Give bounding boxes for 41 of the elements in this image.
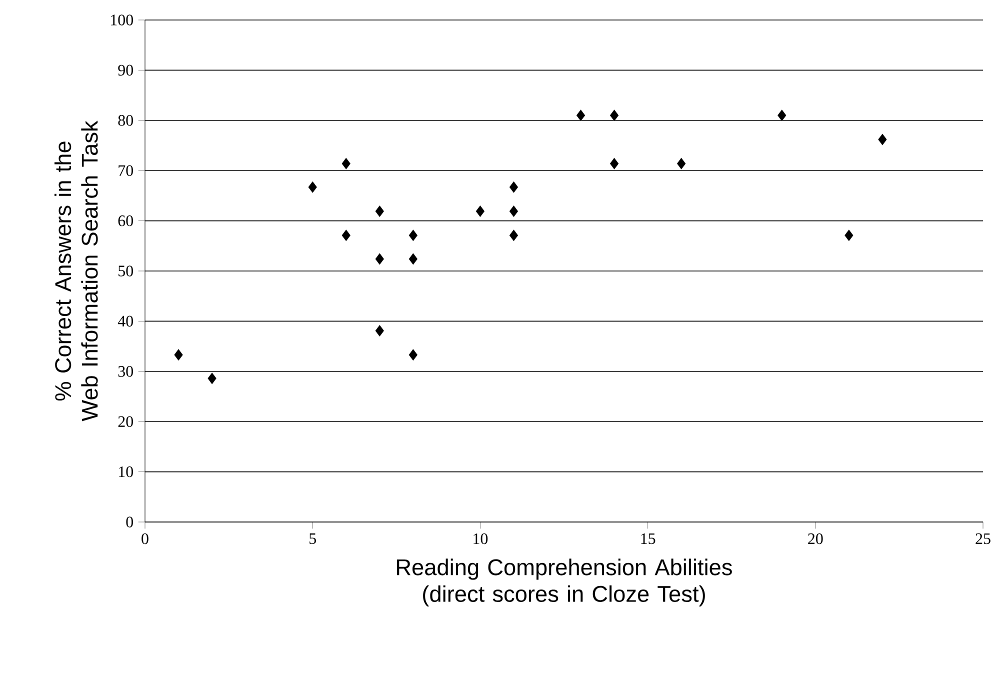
y-tick-label: 30	[118, 366, 134, 377]
y-tick-label: 20	[118, 416, 134, 427]
point	[208, 372, 216, 384]
point	[778, 110, 786, 121]
point	[408, 253, 418, 265]
point	[408, 230, 418, 241]
point	[509, 230, 518, 241]
y-tick-label: 0	[126, 516, 134, 528]
y-tick-label: 60	[118, 215, 134, 226]
point	[509, 206, 518, 217]
x-tick-label: 5	[310, 533, 316, 544]
point	[476, 206, 484, 217]
point	[878, 134, 887, 146]
y-tick-label: 80	[118, 114, 134, 126]
y-tick-label: 100	[111, 14, 134, 26]
y-tick-label: 50	[118, 266, 134, 276]
point	[174, 349, 183, 360]
point	[408, 349, 418, 360]
y-axis-title: % Correct Answers in the Web Information Search Task	[54, 120, 98, 422]
y-tick-label: 40	[118, 316, 134, 327]
x-tick-label: 10	[474, 533, 488, 544]
y-tick-label: 70	[118, 165, 134, 176]
y-tick-label: 90	[118, 64, 134, 76]
y-tick-label: 10	[119, 466, 134, 478]
x-tick-label: 20	[808, 533, 823, 544]
x-tick-label: 25	[976, 533, 990, 544]
point	[844, 230, 854, 241]
point	[610, 158, 619, 170]
point	[375, 325, 384, 336]
point	[677, 158, 686, 170]
point	[342, 230, 350, 241]
point	[308, 182, 317, 193]
x-axis-title: Reading Comprehension Abilities (direct scores in Cloze Test)	[397, 558, 732, 606]
point	[610, 110, 619, 121]
point	[375, 206, 384, 217]
point	[509, 182, 518, 193]
point	[375, 253, 384, 265]
x-tick-label: 15	[641, 533, 656, 544]
point	[576, 110, 586, 121]
point	[342, 158, 350, 170]
x-tick-label: 0	[142, 533, 148, 544]
